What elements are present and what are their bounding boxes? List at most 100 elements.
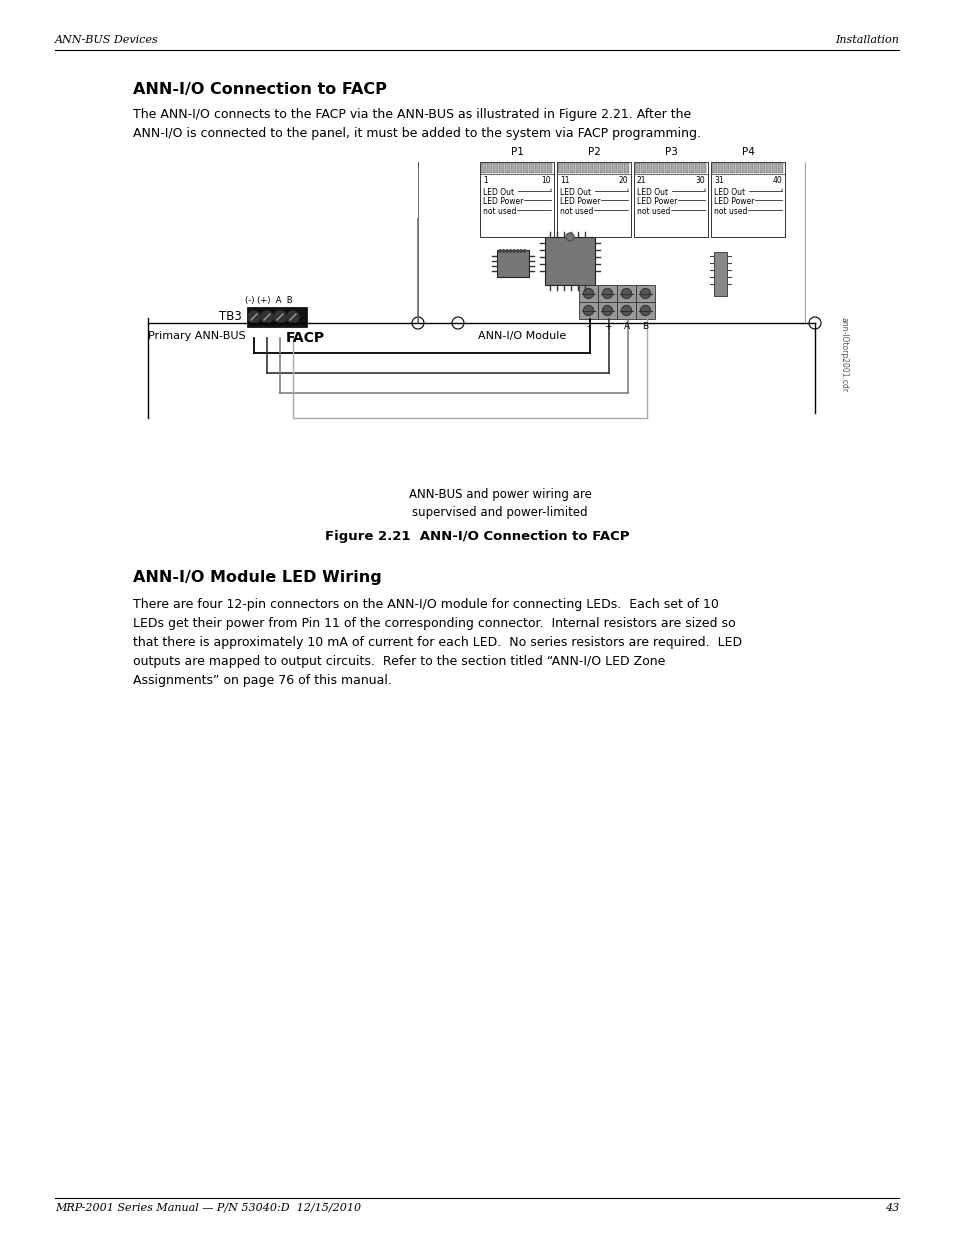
- Bar: [497, 249, 529, 277]
- Text: +: +: [603, 322, 611, 331]
- Text: -: -: [586, 322, 590, 331]
- Text: MRP-2001 Series Manual — P/N 53040:D  12/15/2010: MRP-2001 Series Manual — P/N 53040:D 12/…: [55, 1203, 361, 1213]
- Circle shape: [509, 249, 511, 252]
- Circle shape: [602, 305, 612, 315]
- Bar: [760, 163, 764, 173]
- Bar: [700, 163, 706, 173]
- Bar: [618, 163, 623, 173]
- Text: 21: 21: [637, 177, 646, 185]
- Text: 10: 10: [540, 177, 551, 185]
- Text: ANN-I/O Module LED Wiring: ANN-I/O Module LED Wiring: [132, 571, 381, 585]
- Circle shape: [519, 249, 521, 252]
- Bar: [587, 163, 593, 173]
- Text: Installation: Installation: [834, 35, 898, 44]
- Text: LED Power: LED Power: [713, 198, 754, 206]
- Bar: [652, 163, 658, 173]
- Text: ANN-I/O Module: ANN-I/O Module: [477, 331, 566, 341]
- Text: Figure 2.21  ANN-I/O Connection to FACP: Figure 2.21 ANN-I/O Connection to FACP: [324, 530, 629, 543]
- Circle shape: [620, 305, 631, 315]
- Bar: [713, 252, 726, 296]
- Circle shape: [583, 289, 593, 299]
- Bar: [635, 163, 639, 173]
- Bar: [640, 163, 646, 173]
- Circle shape: [502, 249, 504, 252]
- Bar: [636, 303, 655, 319]
- Circle shape: [274, 311, 286, 324]
- Bar: [695, 163, 700, 173]
- Bar: [634, 162, 707, 237]
- Circle shape: [583, 305, 593, 315]
- Bar: [778, 163, 782, 173]
- Bar: [599, 163, 605, 173]
- Text: 1: 1: [482, 177, 487, 185]
- Bar: [517, 163, 522, 173]
- Text: P3: P3: [664, 147, 677, 157]
- Text: TB3: TB3: [219, 310, 242, 324]
- Text: 30: 30: [695, 177, 704, 185]
- Bar: [557, 162, 630, 237]
- Text: not used: not used: [713, 207, 746, 216]
- Bar: [765, 163, 771, 173]
- Text: ANN-BUS Devices: ANN-BUS Devices: [55, 35, 158, 44]
- Circle shape: [498, 249, 500, 252]
- Text: LED Out: LED Out: [482, 188, 514, 198]
- Circle shape: [523, 249, 525, 252]
- Bar: [623, 163, 629, 173]
- Circle shape: [639, 305, 650, 315]
- Bar: [558, 163, 563, 173]
- Circle shape: [248, 311, 260, 324]
- Bar: [540, 163, 546, 173]
- Bar: [546, 163, 552, 173]
- Circle shape: [287, 311, 298, 324]
- Bar: [576, 163, 581, 173]
- Bar: [688, 163, 694, 173]
- Circle shape: [565, 233, 574, 241]
- Bar: [578, 303, 598, 319]
- Bar: [711, 163, 717, 173]
- Bar: [659, 163, 664, 173]
- Bar: [636, 285, 655, 303]
- Text: There are four 12-pin connectors on the ANN-I/O module for connecting LEDs.  Eac: There are four 12-pin connectors on the …: [132, 598, 741, 687]
- Bar: [535, 163, 540, 173]
- Bar: [771, 163, 777, 173]
- Bar: [718, 163, 722, 173]
- Text: P1: P1: [510, 147, 523, 157]
- Circle shape: [620, 289, 631, 299]
- Bar: [581, 163, 587, 173]
- Text: LED Out: LED Out: [637, 188, 667, 198]
- Text: (-) (+)  A  B: (-) (+) A B: [245, 296, 293, 305]
- Bar: [747, 163, 753, 173]
- Bar: [544, 237, 595, 285]
- Bar: [677, 163, 681, 173]
- Text: ann-IOtorp2001.cdr: ann-IOtorp2001.cdr: [840, 317, 848, 393]
- Bar: [605, 163, 611, 173]
- Text: B: B: [641, 322, 648, 331]
- Text: A: A: [622, 322, 629, 331]
- Bar: [646, 163, 652, 173]
- Text: The ANN-I/O connects to the FACP via the ANN-BUS as illustrated in Figure 2.21. : The ANN-I/O connects to the FACP via the…: [132, 107, 700, 140]
- Text: 31: 31: [713, 177, 723, 185]
- Text: 43: 43: [883, 1203, 898, 1213]
- Bar: [486, 163, 492, 173]
- Bar: [247, 308, 307, 327]
- Text: FACP: FACP: [285, 331, 324, 345]
- Bar: [729, 163, 735, 173]
- Bar: [594, 163, 598, 173]
- Bar: [735, 163, 740, 173]
- Text: LED Out: LED Out: [713, 188, 744, 198]
- Bar: [479, 162, 554, 237]
- Bar: [598, 303, 617, 319]
- Bar: [598, 285, 617, 303]
- Text: not used: not used: [637, 207, 670, 216]
- Bar: [723, 163, 729, 173]
- Text: P2: P2: [587, 147, 599, 157]
- Text: P4: P4: [740, 147, 754, 157]
- Text: not used: not used: [559, 207, 593, 216]
- Bar: [617, 303, 636, 319]
- Bar: [480, 163, 486, 173]
- Bar: [493, 163, 498, 173]
- Bar: [682, 163, 688, 173]
- Text: not used: not used: [482, 207, 516, 216]
- Bar: [710, 162, 784, 237]
- Text: Primary ANN-BUS: Primary ANN-BUS: [148, 331, 245, 341]
